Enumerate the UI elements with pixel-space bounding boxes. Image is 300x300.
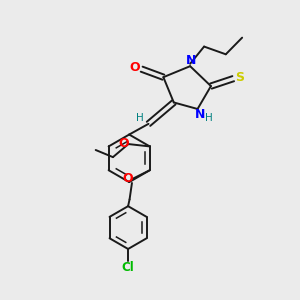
Text: N: N (195, 108, 206, 122)
Text: H: H (205, 113, 213, 123)
Text: N: N (185, 54, 196, 67)
Text: H: H (136, 113, 143, 124)
Text: O: O (122, 172, 133, 185)
Text: O: O (130, 61, 140, 74)
Text: O: O (118, 137, 129, 150)
Text: Cl: Cl (122, 261, 134, 274)
Text: S: S (235, 71, 244, 84)
